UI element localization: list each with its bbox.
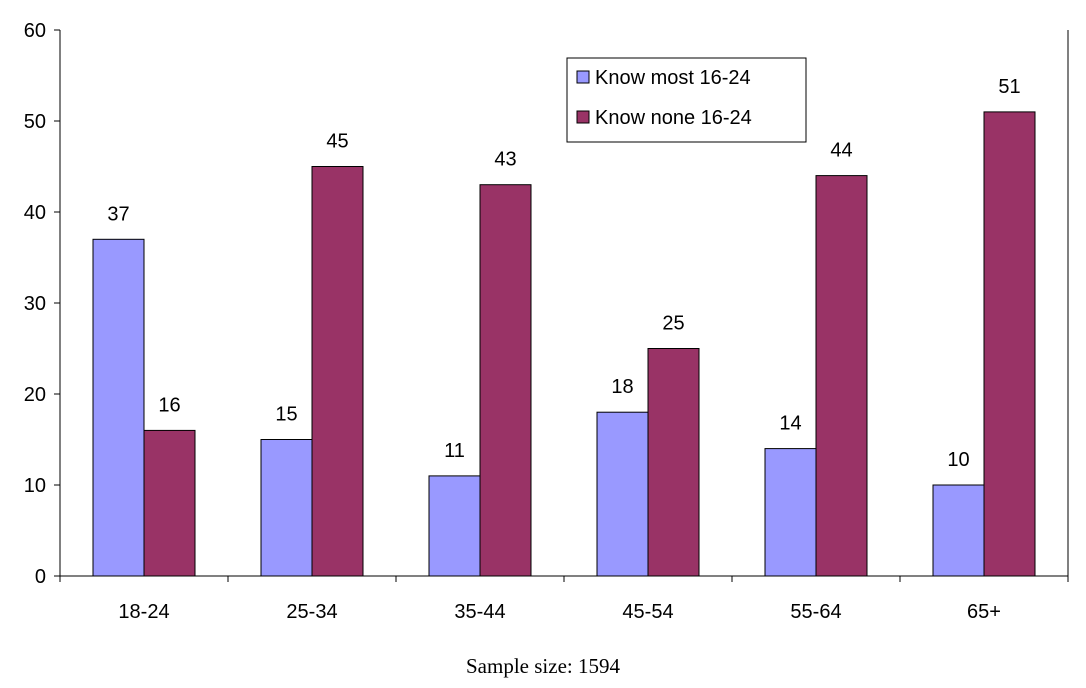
bar-series-2-45-54 <box>647 348 700 577</box>
legend: Know most 16-24 Know none 16-24 <box>566 57 807 143</box>
data-label: 25 <box>662 313 684 335</box>
bar-series-1-18-24 <box>92 238 145 577</box>
legend-swatch <box>576 110 590 124</box>
y-tick-label: 50 <box>24 111 46 133</box>
data-label: 18 <box>611 376 633 398</box>
y-tick-label: 0 <box>35 566 46 588</box>
bar-series-2-18-24 <box>143 429 196 577</box>
data-label: 37 <box>107 203 129 225</box>
data-labels: 37 16 15 45 11 43 18 25 14 44 10 51 <box>107 76 1020 471</box>
bar-chart: 0 10 20 30 40 50 60 18-24 25-34 35-44 45-54 55-64 65… <box>24 20 1069 623</box>
y-tick-label: 60 <box>24 20 46 42</box>
bar-series-1-35-44 <box>428 475 481 577</box>
sample-size-note: Sample size: 1594 <box>466 654 620 678</box>
bars <box>92 111 1036 577</box>
legend-swatch <box>576 70 590 84</box>
legend-label: Know most 16-24 <box>595 67 751 89</box>
data-label: 11 <box>444 440 465 462</box>
data-label: 45 <box>326 131 348 153</box>
legend-box <box>566 57 807 143</box>
x-tick-label: 45-54 <box>622 601 673 623</box>
data-label: 14 <box>779 413 801 435</box>
data-label: 10 <box>947 449 969 471</box>
x-tick-label: 55-64 <box>790 601 841 623</box>
bar-series-1-65+ <box>932 484 985 577</box>
x-tick-label: 65+ <box>967 601 1001 623</box>
bar-series-2-35-44 <box>479 184 532 577</box>
data-label: 51 <box>998 76 1020 98</box>
bar-series-2-55-64 <box>815 175 868 577</box>
x-tick-label: 25-34 <box>286 601 337 623</box>
bar-series-1-45-54 <box>596 411 649 577</box>
data-label: 43 <box>494 149 516 171</box>
y-tick-label: 20 <box>24 384 46 406</box>
bar-series-2-65+ <box>983 111 1036 577</box>
x-tick-label: 18-24 <box>118 601 169 623</box>
legend-label: Know none 16-24 <box>595 107 752 129</box>
data-label: 15 <box>275 404 297 426</box>
y-tick-label: 30 <box>24 293 46 315</box>
data-label: 44 <box>830 140 852 162</box>
bar-series-1-25-34 <box>260 439 313 577</box>
data-label: 16 <box>158 394 180 416</box>
y-tick-label: 40 <box>24 202 46 224</box>
y-tick-label: 10 <box>24 475 46 497</box>
bar-series-2-25-34 <box>311 166 364 577</box>
axes: 0 10 20 30 40 50 60 18-24 25-34 35-44 45-54 55-64 65… <box>24 20 1069 623</box>
x-tick-label: 35-44 <box>454 601 505 623</box>
bar-series-1-55-64 <box>764 448 817 577</box>
